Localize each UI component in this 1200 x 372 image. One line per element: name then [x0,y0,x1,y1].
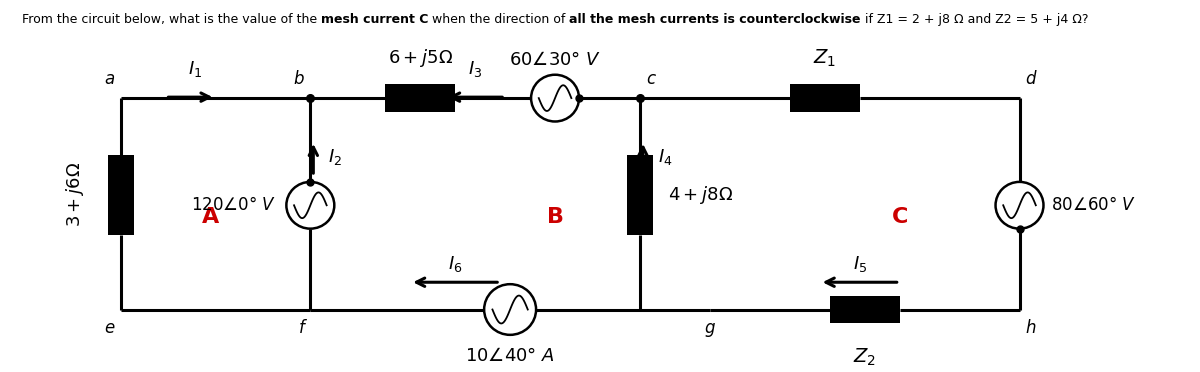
Text: c: c [646,70,655,89]
Text: $3 + j6\Omega$: $3 + j6\Omega$ [64,162,85,227]
Bar [108,155,133,234]
Text: f: f [299,319,305,337]
Bar [626,155,653,234]
Text: $I_5$: $I_5$ [852,254,866,275]
Text: $I_6$: $I_6$ [448,254,462,275]
Text: g: g [704,319,715,337]
Text: $6 + j5\Omega$: $6 + j5\Omega$ [388,47,452,69]
Text: A: A [202,207,220,227]
Text: b: b [294,70,305,89]
Text: C: C [892,207,908,227]
Text: mesh current C: mesh current C [320,13,428,26]
Text: $120\angle0°\ V$: $120\angle0°\ V$ [191,196,276,214]
Text: $10\angle40°\ A$: $10\angle40°\ A$ [466,347,556,365]
Text: when the direction of: when the direction of [428,13,570,26]
Bar [385,84,455,112]
Text: $Z_2$: $Z_2$ [853,347,876,368]
Text: $Z_1$: $Z_1$ [814,48,836,69]
Text: From the circuit below, what is the value of the: From the circuit below, what is the valu… [22,13,320,26]
Text: e: e [104,319,114,337]
Bar [790,84,859,112]
Text: B: B [546,207,564,227]
Bar [829,296,900,323]
Text: a: a [104,70,114,89]
Text: $4 + j8\Omega$: $4 + j8\Omega$ [668,183,733,206]
Text: $I_1$: $I_1$ [188,59,203,78]
Text: $I_4$: $I_4$ [658,147,672,167]
Text: d: d [1026,70,1036,89]
Text: if Z1 = 2 + j8 Ω and Z2 = 5 + j4 Ω?: if Z1 = 2 + j8 Ω and Z2 = 5 + j4 Ω? [860,13,1088,26]
Text: $I_3$: $I_3$ [468,59,482,78]
Text: $60\angle30°\ V$: $60\angle30°\ V$ [509,51,601,69]
Text: all the mesh currents is counterclockwise: all the mesh currents is counterclockwis… [570,13,860,26]
Text: $I_2$: $I_2$ [329,147,342,167]
Text: $80\angle60°\ V$: $80\angle60°\ V$ [1051,196,1136,214]
Text: h: h [1026,319,1036,337]
